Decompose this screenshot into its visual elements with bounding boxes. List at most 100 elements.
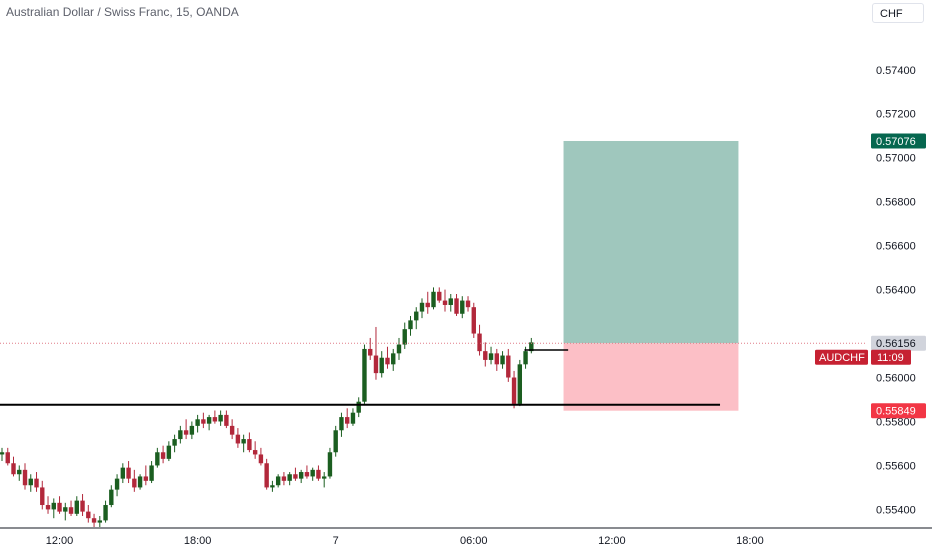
candle <box>34 472 39 492</box>
currency-selector-button[interactable]: CHF <box>872 3 924 23</box>
y-tick-label: 0.55800 <box>876 416 916 428</box>
candle <box>373 326 379 380</box>
candle-body <box>172 439 177 446</box>
candle <box>511 370 517 409</box>
candle-body <box>460 300 465 314</box>
x-tick-label: 12:00 <box>46 535 74 547</box>
stop-price-tag-text: 0.55849 <box>876 406 916 418</box>
candle <box>114 474 120 497</box>
candle <box>0 447 5 462</box>
candle <box>11 456 16 477</box>
candle-body <box>137 476 143 488</box>
candle <box>298 469 304 484</box>
candle <box>137 474 143 490</box>
candle-body <box>201 419 206 424</box>
candle-body <box>247 439 252 451</box>
candle <box>241 434 246 453</box>
candle-body <box>178 430 183 440</box>
candle-body <box>298 472 304 479</box>
x-tick-label: 18:00 <box>736 535 764 547</box>
position-zones[interactable] <box>563 140 739 411</box>
candle <box>212 410 218 424</box>
y-tick-label: 0.56000 <box>876 373 916 385</box>
candle <box>500 351 505 369</box>
candle-body <box>465 300 471 308</box>
candle-body <box>195 419 200 426</box>
candle-body <box>51 502 56 510</box>
candle-body <box>34 478 39 488</box>
candle <box>264 458 269 490</box>
candle-body <box>63 507 68 512</box>
candle-body <box>368 348 373 356</box>
candle <box>310 467 315 481</box>
candle-body <box>189 425 195 435</box>
candle-body <box>316 469 321 479</box>
candle-body <box>109 489 114 506</box>
candle-body <box>431 291 436 308</box>
symbol-tag: AUDCHF <box>815 349 868 365</box>
candle-body <box>275 476 281 486</box>
candle-body <box>293 474 298 479</box>
candle-body <box>287 474 292 481</box>
candle <box>275 474 281 488</box>
stop-price-tag: 0.55849 <box>871 403 926 419</box>
candle <box>460 296 465 319</box>
candle-body <box>425 302 430 308</box>
candle <box>477 324 482 356</box>
candle-body <box>235 434 241 444</box>
candle <box>316 465 321 481</box>
countdown-tag-bg <box>871 349 911 365</box>
candle <box>86 505 91 523</box>
candle <box>333 425 338 457</box>
candle <box>281 472 287 486</box>
candle-body <box>437 291 442 301</box>
candle-body <box>310 469 315 477</box>
candle-body <box>477 333 482 352</box>
x-tick-label: 18:00 <box>184 535 212 547</box>
candle <box>172 434 177 453</box>
candle <box>304 465 310 479</box>
candle-body <box>57 502 62 512</box>
candle-body <box>414 311 419 321</box>
candle <box>126 461 131 484</box>
candle-body <box>40 487 45 506</box>
candle-body <box>529 342 534 352</box>
x-tick-label: 12:00 <box>598 535 626 547</box>
candle-body <box>68 507 74 514</box>
candle <box>465 296 471 312</box>
candle-body <box>114 478 120 490</box>
candle <box>40 480 45 510</box>
y-tick-label: 0.57000 <box>876 153 916 165</box>
drawn-lines[interactable] <box>0 342 866 406</box>
candle-body <box>126 467 131 479</box>
candle <box>385 346 390 369</box>
candle <box>471 302 476 338</box>
candle <box>57 496 62 514</box>
candle-body <box>373 355 379 374</box>
price-axis[interactable]: 0.57400 0.57200 0.57000 0.56800 0.56600 0.564… <box>876 65 916 517</box>
candlesticks <box>0 287 534 527</box>
candle-body <box>183 430 189 435</box>
time-axis[interactable]: 12:00 18:00 7 06:00 12:00 18:00 <box>0 527 932 547</box>
candle-body <box>218 414 223 422</box>
candle <box>448 293 453 312</box>
candle-body <box>350 412 356 424</box>
current-price-tag-bg <box>871 335 926 351</box>
y-tick-label: 0.56600 <box>876 241 916 253</box>
candle <box>442 289 448 312</box>
candle-body <box>517 364 523 404</box>
candle <box>419 298 425 319</box>
candle <box>63 502 68 521</box>
candle <box>321 472 327 488</box>
candle-body <box>212 417 218 422</box>
candle <box>345 408 350 429</box>
candle <box>235 428 241 448</box>
candle <box>529 337 534 354</box>
candle-body <box>28 478 33 486</box>
candle-body <box>80 500 85 512</box>
y-tick-label: 0.55400 <box>876 504 916 516</box>
candle-body <box>448 298 453 305</box>
candle <box>17 465 22 481</box>
candle <box>506 348 511 382</box>
